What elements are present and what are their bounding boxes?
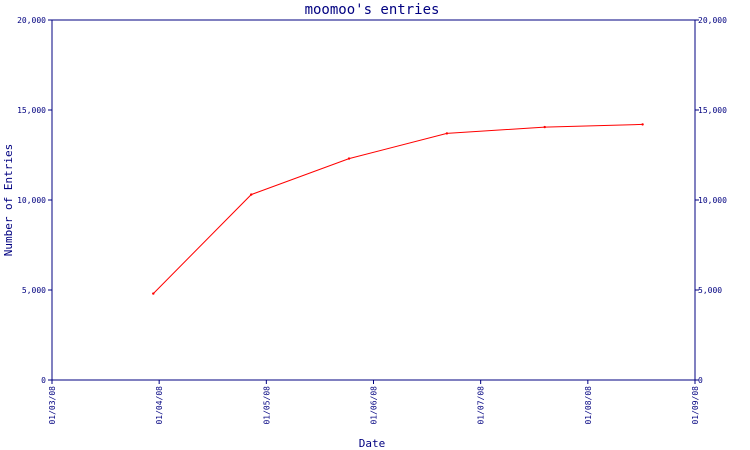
y-tick-label-left: 20,000 xyxy=(17,16,46,25)
y-tick-label-left: 10,000 xyxy=(17,196,46,205)
right-y-axis: 0 5,000 10,000 15,000 20,000 xyxy=(695,16,727,385)
x-tick-label: 01/09/08 xyxy=(691,386,700,425)
series-point xyxy=(347,157,351,160)
series-point xyxy=(152,292,155,295)
y-tick-label-right: 15,000 xyxy=(698,106,727,115)
x-axis: 01/03/08 01/04/08 01/05/08 01/06/08 01/07/08… xyxy=(48,380,700,425)
x-tick-label: 01/07/08 xyxy=(477,386,486,425)
y-tick-label-left: 5,000 xyxy=(22,286,46,295)
x-tick-label: 01/05/08 xyxy=(262,386,271,425)
y-tick-label-left: 15,000 xyxy=(17,106,46,115)
series-point xyxy=(250,193,253,196)
series-layer xyxy=(152,123,644,295)
x-axis-title: Date xyxy=(359,437,386,450)
x-tick-label: 01/08/08 xyxy=(584,386,593,425)
series-point xyxy=(641,123,644,126)
y-tick-label-right: 10,000 xyxy=(698,196,727,205)
series-point xyxy=(543,125,546,129)
y-tick-label-left: 0 xyxy=(41,376,46,385)
plot-area-frame xyxy=(51,19,696,381)
y-tick-label-right: 5,000 xyxy=(698,286,722,295)
x-tick-label: 01/06/08 xyxy=(370,386,379,425)
y-tick-label-right: 20,000 xyxy=(698,16,727,25)
y-axis-title: Number of Entries xyxy=(2,144,15,257)
series-line xyxy=(152,123,643,294)
y-tick-label-right: 0 xyxy=(698,376,703,385)
series-point xyxy=(445,132,449,135)
left-y-axis: 0 5,000 10,000 15,000 20,000 xyxy=(17,16,52,385)
x-tick-label: 01/03/08 xyxy=(48,386,57,425)
x-tick-label: 01/04/08 xyxy=(155,386,164,425)
chart-title: moomoo's entries xyxy=(305,2,440,18)
